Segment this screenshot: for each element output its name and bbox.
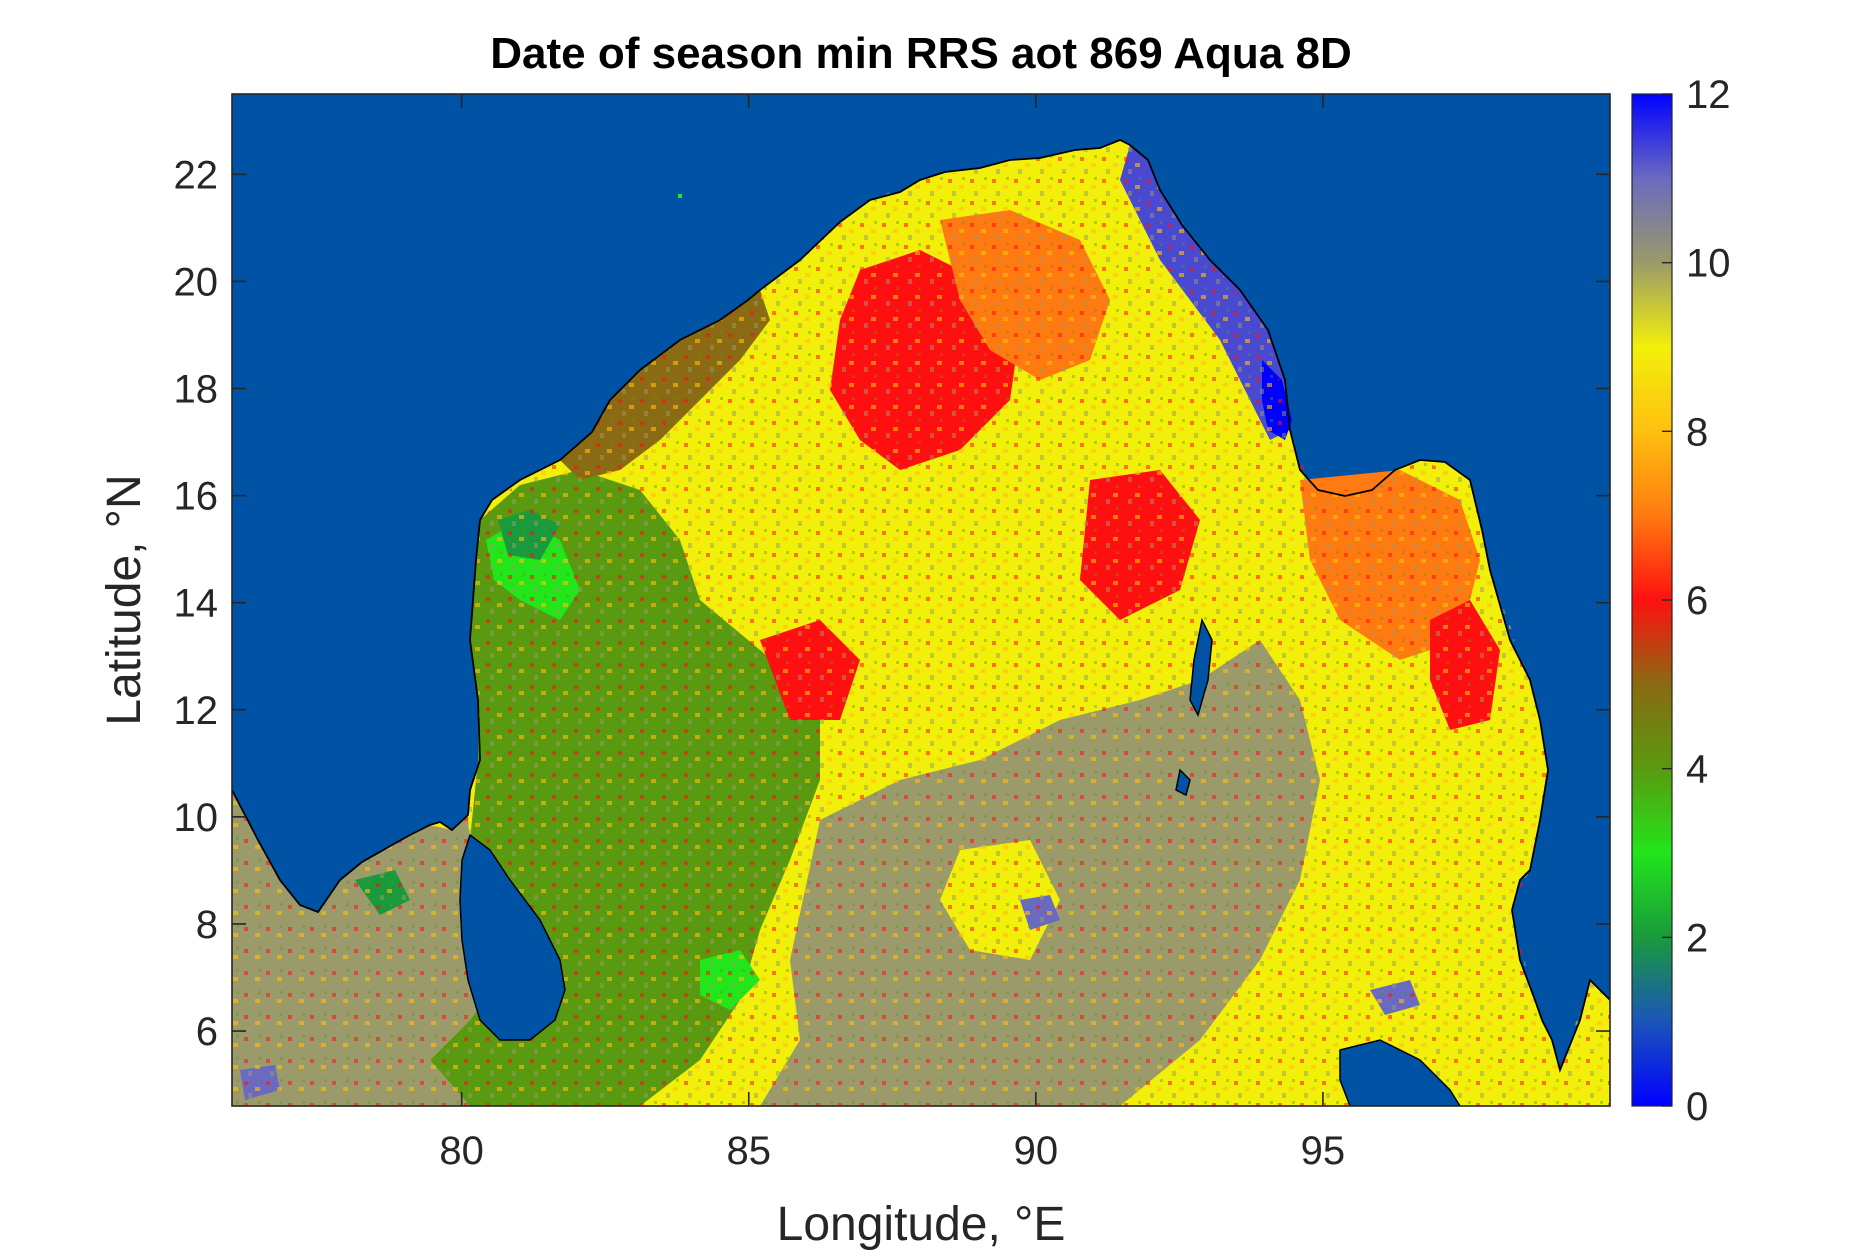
y-tick-label: 6 xyxy=(196,1010,218,1054)
x-axis-label: Longitude, °E xyxy=(777,1198,1066,1250)
colorbar-tick-label: 8 xyxy=(1686,410,1708,454)
y-tick-label: 8 xyxy=(196,903,218,947)
colorbar-tick-label: 2 xyxy=(1686,916,1708,960)
coastline xyxy=(232,139,1610,1073)
colorbar-tick-label: 0 xyxy=(1686,1085,1708,1129)
x-tick-label: 80 xyxy=(439,1129,484,1173)
colorbar-tick-label: 10 xyxy=(1686,242,1731,286)
x-tick-label: 85 xyxy=(727,1129,772,1173)
y-axis-label: Latitude, °N xyxy=(98,474,151,725)
y-tick-label: 18 xyxy=(174,367,219,411)
y-tick-label: 22 xyxy=(174,153,219,197)
y-tick-label: 16 xyxy=(174,475,219,519)
x-axis-ticks: 80 85 90 95 xyxy=(439,94,1345,1173)
map-plot-area xyxy=(232,94,1610,1106)
land-andaman-islands-south xyxy=(1175,768,1191,797)
y-tick-label: 14 xyxy=(174,582,219,626)
y-tick-label: 20 xyxy=(174,260,219,304)
sea-texture xyxy=(232,145,1610,1106)
x-tick-label: 95 xyxy=(1301,1129,1346,1173)
land-pixel-marker xyxy=(678,194,682,198)
chart-title: Date of season min RRS aot 869 Aqua 8D xyxy=(490,29,1351,78)
land-andaman-islands xyxy=(1189,617,1213,717)
x-tick-label: 90 xyxy=(1014,1129,1059,1173)
y-tick-label: 12 xyxy=(174,689,219,733)
colorbar-ticks: 0 2 4 6 8 10 12 xyxy=(1662,73,1731,1129)
y-tick-label: 10 xyxy=(174,796,219,840)
colorbar-tick-label: 4 xyxy=(1686,748,1708,792)
colorbar-tick-label: 6 xyxy=(1686,579,1708,623)
colorbar-tick-label: 12 xyxy=(1686,73,1731,117)
y-axis-ticks: 6 8 10 12 14 16 18 20 22 xyxy=(174,153,1610,1054)
plot-frame xyxy=(231,93,1611,1107)
land-sumatra xyxy=(1339,1039,1461,1106)
land-sri-lanka xyxy=(459,833,566,1041)
